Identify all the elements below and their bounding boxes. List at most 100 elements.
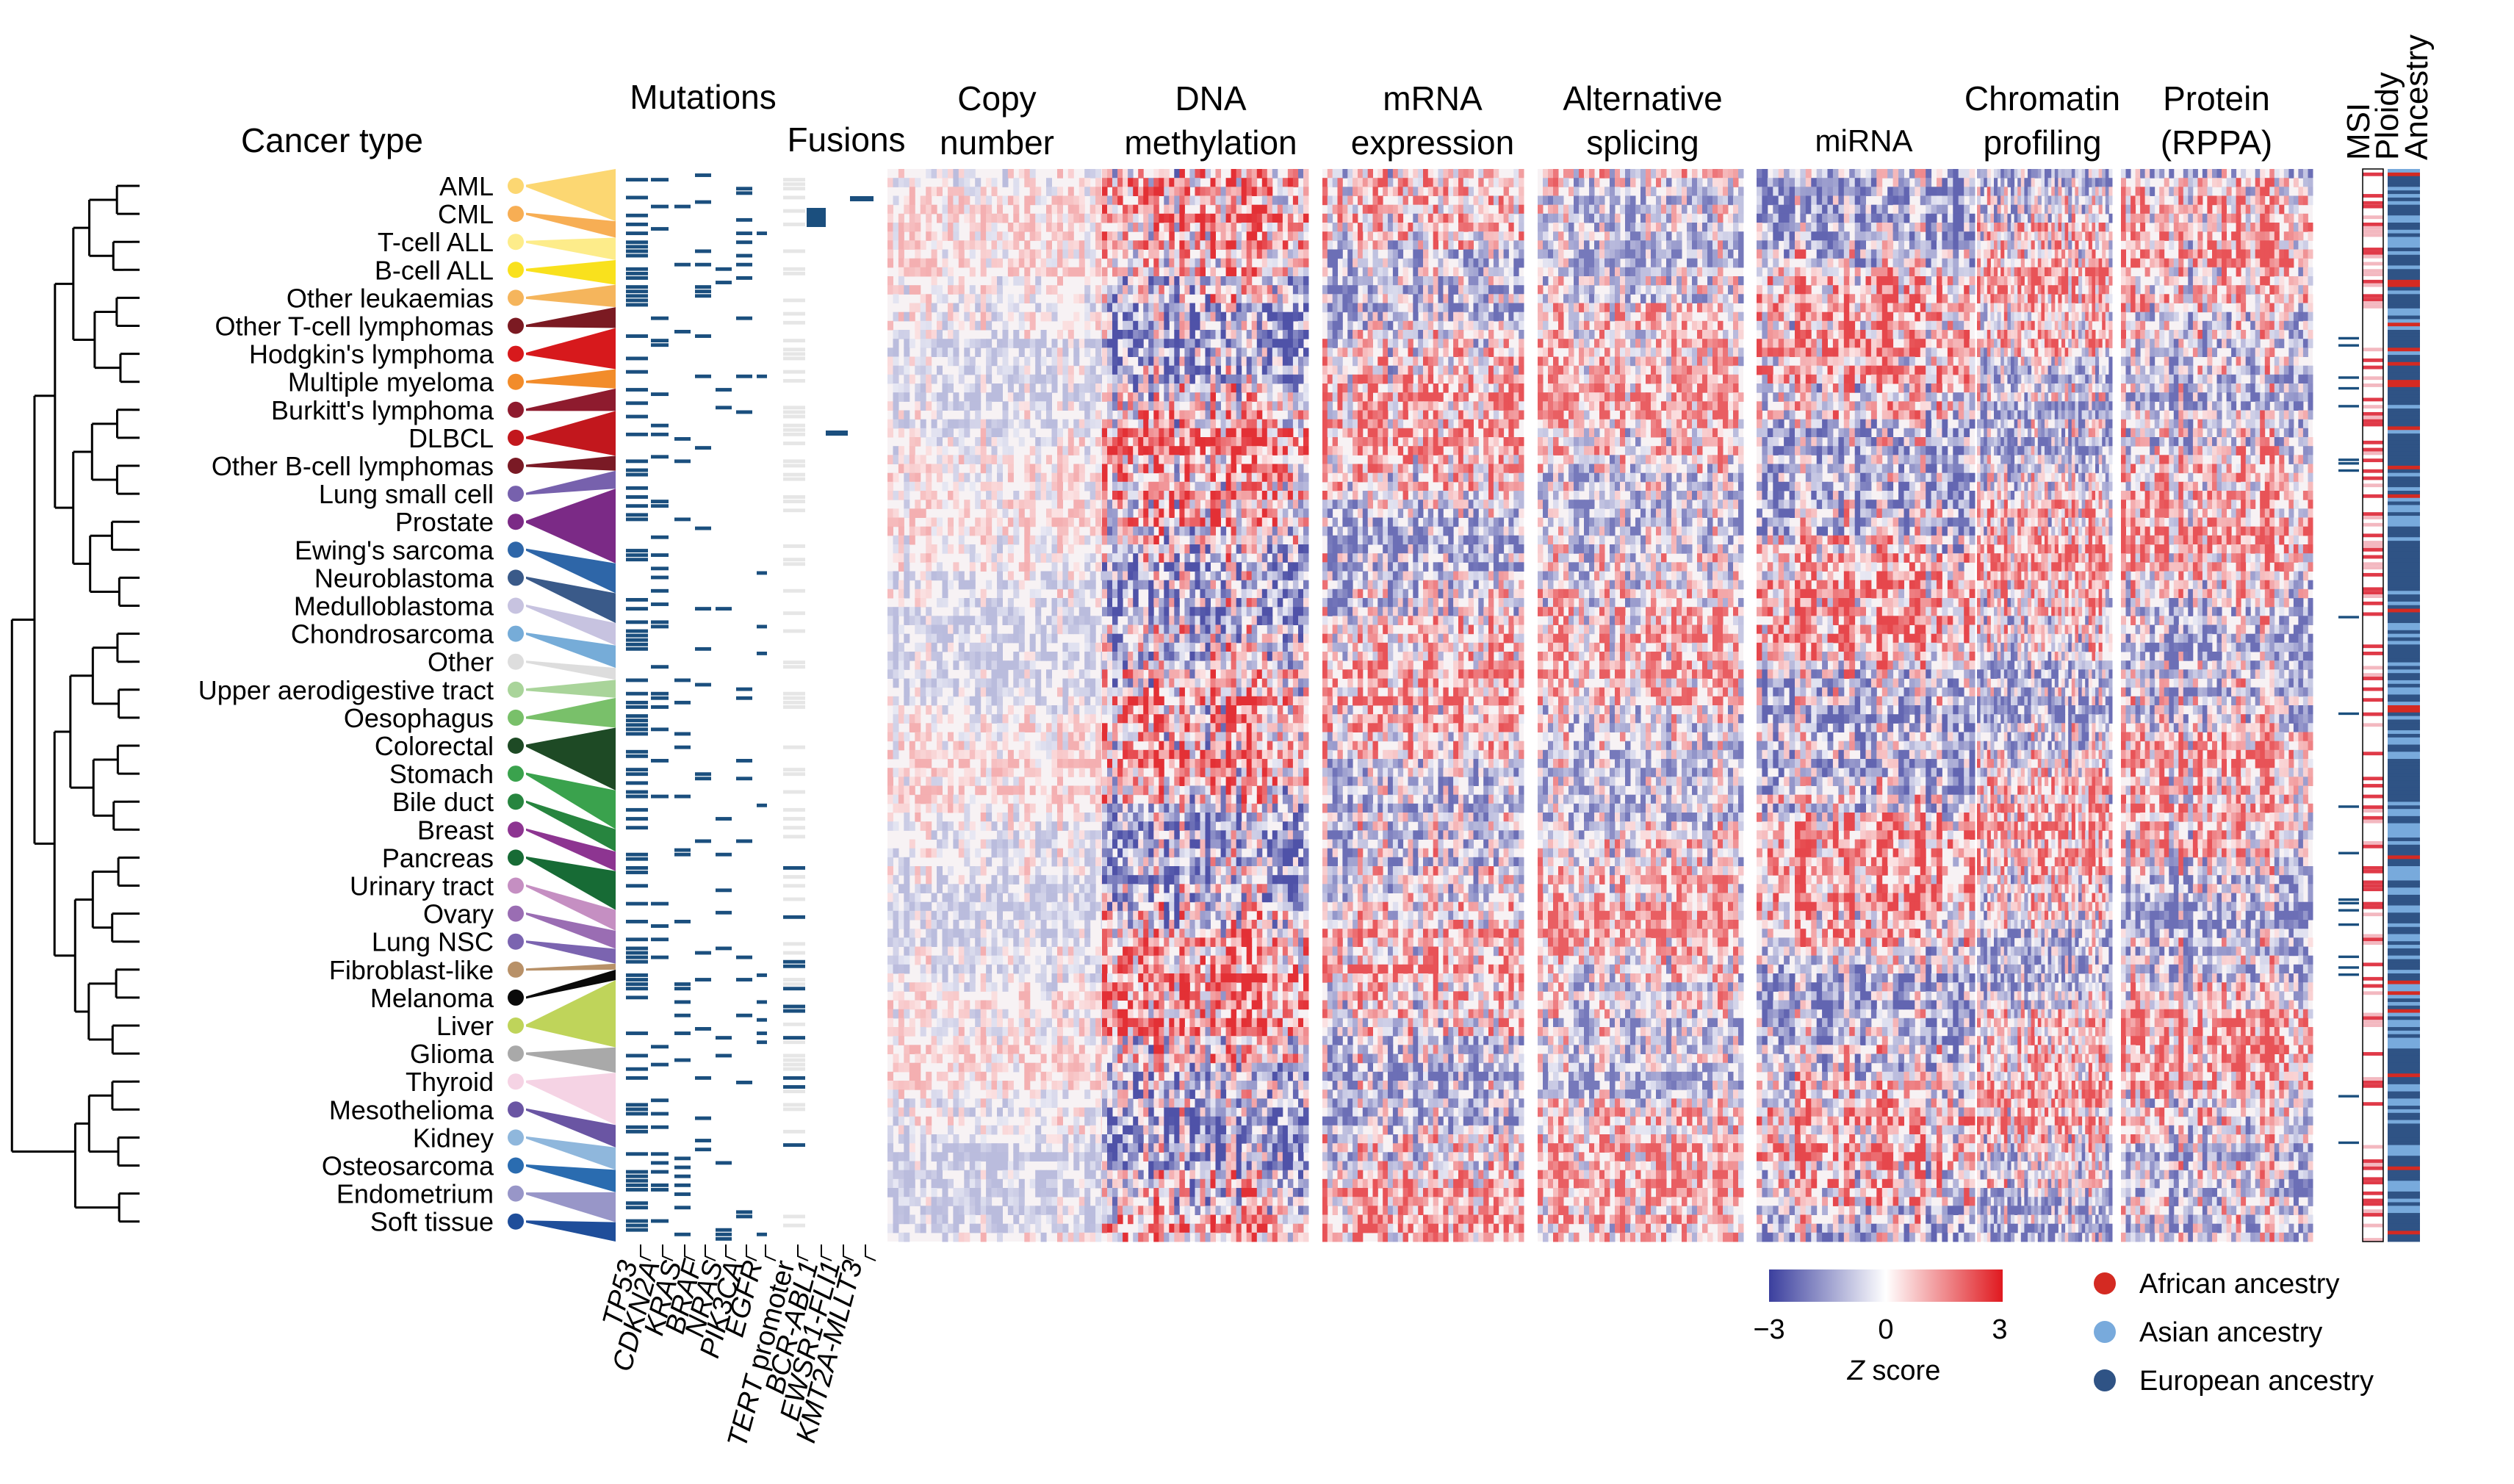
heatmap-cell [1200, 464, 1206, 474]
heatmap-cell [997, 553, 1003, 563]
heatmap-cell [1013, 535, 1020, 545]
heatmap-cell [1057, 848, 1063, 858]
heatmap-cell [898, 642, 904, 652]
heatmap-cell [931, 633, 937, 644]
heatmap-cell [1298, 213, 1304, 223]
heatmap-cell [969, 982, 976, 992]
heatmap-cell [1195, 276, 1200, 286]
mutation-mark [757, 231, 767, 236]
heatmap-cell [997, 1045, 1003, 1054]
heatmap-cell [975, 419, 982, 429]
heatmap-cell [953, 1223, 959, 1233]
heatmap-cell [986, 1027, 993, 1037]
heatmap-cell [964, 1232, 970, 1242]
heatmap-cell [942, 320, 948, 331]
heatmap-cell [980, 437, 987, 447]
heatmap-cell [1277, 339, 1283, 348]
heatmap-cell [1095, 723, 1102, 732]
heatmap-cell [964, 768, 970, 777]
heatmap-cell [1246, 428, 1253, 438]
heatmap-cell [1007, 955, 1014, 965]
heatmap-cell [958, 830, 965, 840]
heatmap-cell [1073, 356, 1080, 367]
heatmap-cell [1261, 500, 1268, 509]
heatmap-cell [920, 428, 926, 438]
heatmap-cell [1241, 383, 1247, 393]
heatmap-cell [937, 187, 943, 196]
heatmap-cell [991, 1223, 998, 1233]
heatmap-cell [1018, 401, 1025, 411]
heatmap-cell [1236, 285, 1242, 295]
heatmap-cell [1220, 410, 1227, 420]
heatmap-cell [1073, 1053, 1080, 1064]
heatmap-cell [1138, 240, 1144, 250]
heatmap-cell [969, 821, 976, 831]
heatmap-cell [1002, 866, 1009, 876]
heatmap-cell [991, 937, 998, 947]
heatmap-cell [1062, 723, 1069, 732]
heatmap-cell [1002, 1098, 1009, 1108]
heatmap-cell [1241, 428, 1247, 438]
heatmap-cell [1225, 285, 1232, 295]
heatmap-cell [991, 875, 998, 885]
heatmap-cell [887, 884, 893, 893]
heatmap-cell [1215, 169, 1221, 179]
heatmap-cell [986, 428, 993, 438]
mutation-mark [651, 1219, 669, 1223]
heatmap-cell [1138, 223, 1144, 232]
heatmap-cell [1057, 749, 1063, 760]
heatmap-cell [1298, 481, 1304, 491]
heatmap-cell [898, 1089, 904, 1099]
heatmap-cell [1002, 1170, 1009, 1180]
heatmap-cell [1241, 374, 1247, 384]
heatmap-cell [1138, 294, 1144, 303]
heatmap-cell [1095, 1098, 1102, 1108]
header-msi: MSI [2341, 103, 2377, 160]
heatmap-cell [1267, 311, 1273, 322]
heatmap-cell [926, 169, 932, 179]
heatmap-cell [986, 660, 993, 670]
heatmap-cell [937, 598, 943, 608]
heatmap-cell [909, 526, 915, 536]
header-mutations: Mutations [630, 78, 776, 116]
heatmap-cell [1128, 267, 1134, 277]
heatmap-cell [1073, 910, 1080, 921]
heatmap-cell [1067, 839, 1074, 849]
heatmap-cell [1102, 169, 1108, 179]
heatmap-cell [1112, 446, 1118, 455]
heatmap-cell [958, 1143, 965, 1153]
heatmap-cell [997, 1081, 1003, 1090]
heatmap-cell [1002, 723, 1009, 732]
heatmap-cell [1084, 785, 1091, 796]
heatmap-cell [1046, 982, 1052, 992]
heatmap-cell [1073, 813, 1080, 822]
heatmap-cell [909, 1062, 915, 1073]
heatmap-cell [1236, 491, 1242, 500]
header-ploidy: Ploidy [2369, 72, 2405, 160]
heatmap-cell [1040, 1071, 1047, 1081]
mutation-mark [626, 1219, 648, 1223]
heatmap-cell [909, 946, 915, 957]
heatmap-cell [1107, 437, 1113, 447]
heatmap-cell [915, 955, 921, 965]
heatmap-cell [920, 294, 926, 303]
heatmap-cell [1159, 303, 1164, 313]
heatmap-cell [1018, 839, 1025, 849]
heatmap-cell [1013, 195, 1020, 206]
heatmap-cell [887, 768, 893, 777]
heatmap-cell [964, 401, 970, 411]
heatmap-cell [991, 893, 998, 903]
heatmap-cell [1148, 455, 1154, 464]
heatmap-cell [953, 920, 959, 929]
heatmap-cell [1128, 187, 1134, 196]
mutation-mark [626, 1223, 648, 1228]
heatmap-cell [1089, 1170, 1096, 1180]
heatmap-cell [893, 517, 899, 527]
heatmap-cell [991, 1214, 998, 1225]
heatmap-cell [986, 813, 993, 822]
heatmap-cell [1251, 472, 1258, 483]
heatmap-cell [1174, 178, 1180, 187]
heatmap-cell [958, 481, 965, 491]
tert-mark [783, 629, 805, 633]
heatmap-cell [1189, 428, 1195, 438]
